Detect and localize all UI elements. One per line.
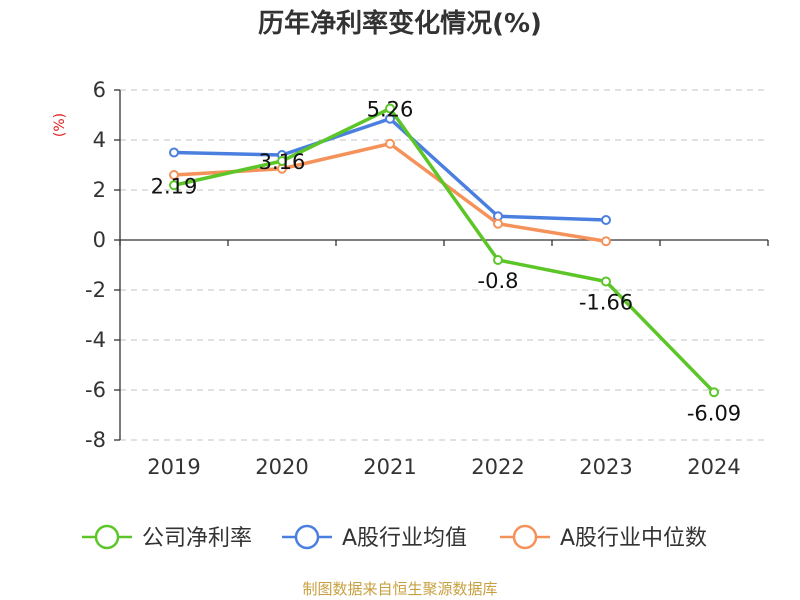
series-line-0: [172, 106, 716, 394]
x-tick-label: 2023: [579, 455, 632, 479]
y-axis-unit-label: (%): [52, 113, 68, 137]
data-point: [385, 138, 395, 149]
data-label: 5.26: [367, 98, 414, 122]
data-label: 2.19: [151, 174, 198, 198]
data-point: [277, 156, 287, 166]
y-tick-label: -6: [85, 378, 106, 402]
y-tick-label: 4: [93, 128, 106, 152]
legend-item-2: A股行业中位数: [500, 524, 707, 551]
data-point: [169, 147, 179, 158]
data-point: [385, 113, 395, 124]
axis-layer: 6 4 2 0 -2 -4 -6 -8 2019 2020 2021 2022 2023 2024: [85, 78, 769, 479]
data-point: [709, 387, 719, 398]
grid-layer: [120, 89, 768, 441]
series-layer: [169, 103, 719, 398]
y-tick-label: -8: [85, 428, 106, 452]
x-tick-label: 2021: [363, 455, 416, 479]
source-note: 制图数据来自恒生聚源数据库: [302, 580, 497, 598]
data-label: -0.8: [478, 269, 519, 293]
x-tick-label: 2022: [471, 455, 524, 479]
data-point: [601, 236, 611, 247]
legend-item-1: A股行业均值: [282, 524, 467, 551]
x-tick-label: 2020: [255, 455, 308, 479]
x-tick-label: 2024: [687, 455, 740, 479]
data-label: 3.16: [259, 150, 306, 174]
data-point: [493, 218, 503, 229]
legend-swatch-marker: [512, 524, 538, 550]
data-label-layer: 2.19 3.16 5.26 -0.8 -1.66 -6.09: [151, 98, 742, 426]
x-tick-label: 2019: [147, 455, 200, 479]
data-point: [601, 276, 611, 287]
data-point: [601, 215, 611, 225]
data-point: [493, 255, 503, 265]
y-tick-label: 2: [93, 178, 106, 202]
y-tick-label: 6: [93, 78, 106, 102]
legend-label: 公司净利率: [142, 526, 252, 551]
data-label: -6.09: [687, 401, 741, 425]
y-tick-label: 0: [93, 228, 106, 252]
legend-swatch-marker: [294, 524, 320, 550]
y-tick-label: -2: [85, 278, 106, 302]
legend: 公司净利率 A股行业均值 A股行业中位数: [82, 524, 707, 551]
y-tick-label: -4: [85, 328, 106, 352]
data-point: [169, 170, 179, 180]
legend-label: A股行业均值: [342, 526, 467, 551]
series-line-2: [172, 142, 608, 243]
legend-label: A股行业中位数: [560, 526, 707, 551]
data-point: [169, 180, 179, 191]
data-point: [385, 103, 395, 114]
chart-title: 历年净利率变化情况(%): [258, 8, 542, 39]
data-label: -1.66: [579, 291, 633, 315]
legend-item-0: 公司净利率: [82, 524, 252, 551]
legend-swatch-marker: [94, 524, 120, 550]
